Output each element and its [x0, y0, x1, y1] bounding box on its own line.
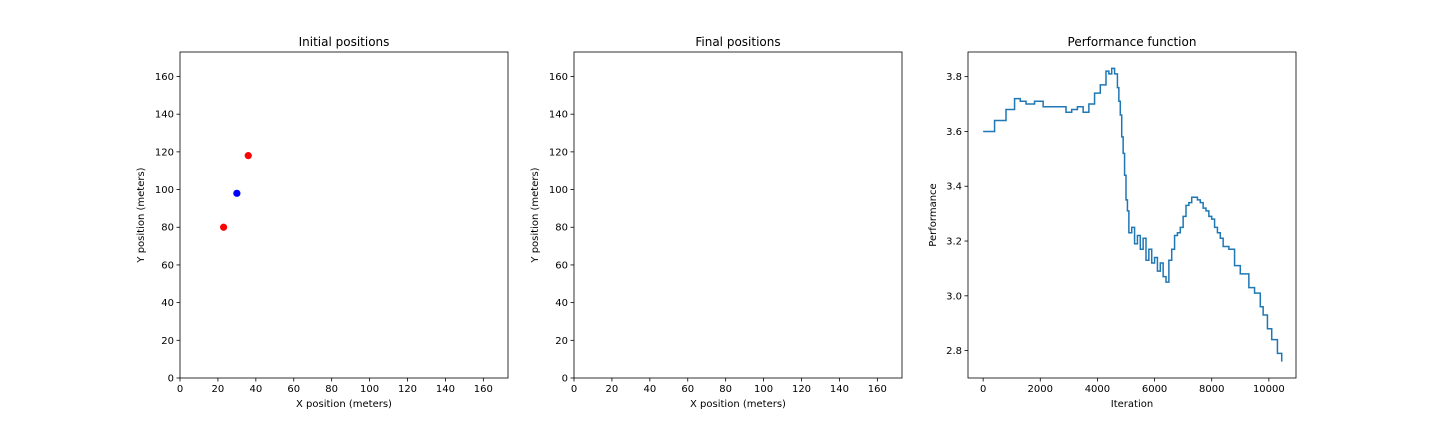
performance-function-panel: Performance function 0 2000 4000 6000 8000 100… — [928, 35, 1297, 410]
initial-positions-y-tick-label: 120 — [155, 147, 174, 158]
final-positions-y-tick-label: 20 — [555, 336, 568, 347]
performance-function-y-tick-label: 3.6 — [946, 127, 962, 138]
final-positions-y-tick-label: 80 — [555, 223, 568, 234]
initial-positions-axes-frame — [179, 51, 509, 379]
initial-positions-x-tick-label: 40 — [249, 384, 262, 395]
performance-function-x-tick-label: 8000 — [1199, 384, 1224, 395]
performance-function-x-tick-label: 10000 — [1253, 384, 1285, 395]
performance-function-x-tick-label: 0 — [980, 384, 986, 395]
performance-function-y-tick-label: 3.4 — [946, 182, 962, 193]
performance-function-x-tick-label: 4000 — [1085, 384, 1110, 395]
performance-function-x-tick-label: 6000 — [1142, 384, 1167, 395]
initial-positions-y-tick-label: 20 — [161, 336, 174, 347]
initial-positions-y-tick-label: 100 — [155, 185, 174, 196]
initial-positions-y-tick-label: 140 — [155, 110, 174, 121]
initial-positions-x-tick-label: 100 — [360, 384, 379, 395]
initial-positions-x-tick-label: 140 — [436, 384, 455, 395]
final-positions-title: Final positions — [695, 35, 780, 49]
initial-positions-panel: Initial positions 0 20 40 60 80 100 120 140 160 0 2… — [136, 35, 509, 410]
performance-function-y-tick-label: 3.2 — [946, 237, 962, 248]
final-positions-y-tick-label: 120 — [549, 147, 568, 158]
final-positions-x-tick-label: 120 — [792, 384, 811, 395]
final-positions-y-tick-label: 60 — [555, 260, 568, 271]
final-positions-x-axis-label: X position (meters) — [690, 399, 786, 410]
initial-positions-y-tick-label: 160 — [155, 72, 174, 83]
initial-positions-x-tick-label: 0 — [177, 384, 183, 395]
final-positions-x-tick-label: 0 — [571, 384, 577, 395]
initial-positions-y-tick-label: 60 — [161, 260, 174, 271]
initial-positions-point — [220, 223, 228, 231]
final-positions-axes-frame — [573, 51, 903, 379]
initial-positions-x-tick-label: 160 — [474, 384, 493, 395]
final-positions-y-axis-label: Y position (meters) — [530, 167, 541, 263]
final-positions-x-tick-label: 80 — [719, 384, 732, 395]
final-positions-y-tick-label: 0 — [562, 374, 568, 385]
performance-function-y-tick-label: 2.8 — [946, 346, 962, 357]
performance-function-series-line — [983, 67, 1283, 362]
final-positions-x-tick-label: 40 — [643, 384, 656, 395]
performance-function-y-axis-label: Performance — [928, 183, 939, 246]
final-positions-panel: Final positions 0 20 40 60 80 100 120 140 160 0 20 4… — [530, 35, 903, 410]
final-positions-x-tick-label: 140 — [830, 384, 849, 395]
performance-function-y-tick-label: 3.0 — [946, 291, 962, 302]
initial-positions-x-tick-label: 80 — [325, 384, 338, 395]
initial-positions-x-tick-label: 60 — [287, 384, 300, 395]
final-positions-y-tick-label: 160 — [549, 72, 568, 83]
initial-positions-x-tick-label: 20 — [212, 384, 225, 395]
initial-positions-y-tick-label: 80 — [161, 223, 174, 234]
initial-positions-y-tick-label: 40 — [161, 298, 174, 309]
initial-positions-x-axis-label: X position (meters) — [296, 399, 392, 410]
final-positions-x-tick-label: 20 — [606, 384, 619, 395]
final-positions-x-tick-label: 60 — [681, 384, 694, 395]
performance-function-x-tick-label: 2000 — [1028, 384, 1053, 395]
final-positions-x-tick-label: 160 — [868, 384, 887, 395]
final-positions-y-tick-label: 100 — [549, 185, 568, 196]
final-positions-y-tick-label: 40 — [555, 298, 568, 309]
performance-function-y-tick-label: 3.8 — [946, 72, 962, 83]
final-positions-y-tick-label: 140 — [549, 110, 568, 121]
initial-positions-x-tick-label: 120 — [398, 384, 417, 395]
performance-function-x-axis-label: Iteration — [1111, 399, 1153, 410]
final-positions-x-tick-label: 100 — [754, 384, 773, 395]
initial-positions-title: Initial positions — [299, 35, 390, 49]
initial-positions-y-axis-label: Y position (meters) — [136, 167, 147, 263]
initial-positions-point — [244, 152, 252, 160]
performance-function-axes-frame — [967, 51, 1297, 379]
initial-positions-y-tick-label: 0 — [168, 374, 174, 385]
initial-positions-point — [233, 189, 241, 197]
performance-function-title: Performance function — [1068, 35, 1197, 49]
